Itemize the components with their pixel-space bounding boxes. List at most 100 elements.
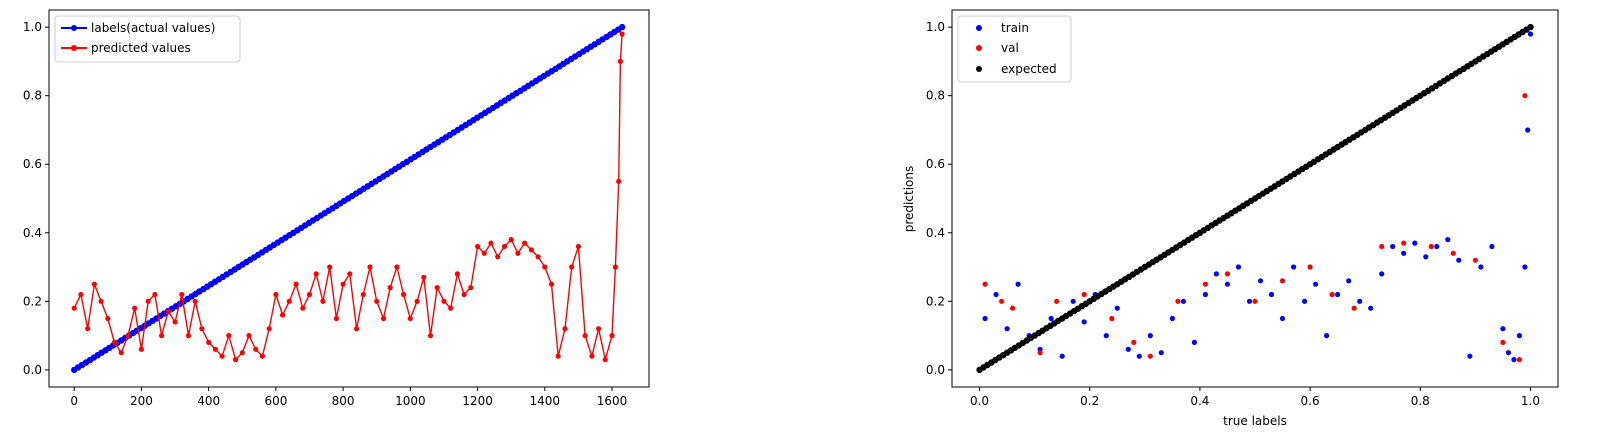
data-point (1516, 357, 1522, 363)
x-tick-label: 400 (197, 394, 220, 408)
y-tick-label: 0.6 (926, 157, 945, 171)
legend-box (957, 15, 1072, 83)
data-point (1081, 291, 1087, 298)
data-point (1257, 278, 1264, 284)
data-point (1428, 243, 1434, 250)
data-point (993, 291, 999, 298)
x-tick-label: 0.0 (970, 394, 989, 408)
data-point (306, 291, 313, 298)
data-point (91, 281, 97, 287)
data-point (367, 264, 373, 270)
data-point (488, 240, 494, 246)
data-point (1302, 298, 1308, 304)
data-point (454, 271, 460, 277)
data-point (185, 333, 192, 339)
data-point (1401, 240, 1407, 246)
data-point (1010, 305, 1016, 311)
data-point (145, 298, 151, 304)
data-point (246, 333, 252, 339)
data-point (354, 326, 360, 332)
chart-right-legend: train val expected (957, 15, 1072, 83)
data-point (1335, 291, 1341, 298)
data-point (340, 281, 346, 287)
data-point (461, 291, 467, 298)
y-tick-label: 0.4 (926, 226, 945, 240)
data-point (1191, 339, 1197, 345)
data-point (1158, 350, 1164, 356)
y-tick-label: 0.2 (23, 294, 42, 308)
x-tick-label: 0 (70, 394, 78, 408)
data-point (1180, 298, 1186, 304)
data-point (1379, 243, 1385, 250)
legend-marker-predicted (71, 45, 77, 51)
chart-left-y-ticks: 0.0 0.2 0.4 0.6 0.8 1.0 (23, 20, 49, 377)
data-point (508, 237, 514, 243)
data-point (616, 178, 622, 184)
data-point (1423, 254, 1429, 260)
data-point (555, 353, 561, 359)
data-point (528, 247, 535, 253)
data-point (475, 243, 481, 250)
data-point (515, 250, 521, 256)
data-point (414, 298, 420, 304)
data-point (206, 339, 212, 345)
y-tick-label: 1.0 (926, 20, 945, 34)
data-point (239, 350, 245, 356)
data-point (1401, 250, 1407, 256)
data-point (380, 315, 387, 322)
data-point (982, 281, 988, 287)
data-point (1070, 298, 1076, 304)
x-tick-label: 0.6 (1301, 394, 1320, 408)
data-point (1081, 319, 1087, 325)
data-point (1472, 257, 1478, 263)
data-point (192, 298, 198, 304)
data-point (347, 271, 353, 277)
chart-left: 0 200 400 600 800 1000 1200 1400 1600 0.00.20.40… (23, 9, 650, 408)
data-point (548, 281, 555, 287)
data-point (300, 305, 306, 311)
data-point (394, 264, 400, 270)
data-point (159, 333, 165, 339)
x-tick-label: 1.0 (1521, 394, 1540, 408)
data-point (501, 243, 508, 250)
data-point (286, 298, 292, 304)
data-point (138, 346, 144, 352)
y-tick-label: 0.0 (926, 363, 945, 377)
data-point (448, 305, 454, 311)
data-point (1522, 264, 1528, 270)
chart-right-frame (951, 9, 1559, 388)
data-point (1412, 240, 1418, 246)
x-tick-label: 1000 (395, 394, 426, 408)
data-point (1015, 281, 1021, 287)
chart-right: 0.0 0.2 0.4 0.6 0.8 1.0 0.0 0.2 0.4 0.6 0.8 1.0 tr… (902, 9, 1559, 428)
legend-marker-labels (71, 25, 77, 31)
data-point (481, 250, 487, 256)
data-point (1291, 264, 1297, 270)
data-point (1368, 305, 1374, 311)
data-point (1346, 278, 1352, 284)
data-point (1004, 326, 1010, 332)
data-point (1136, 353, 1142, 359)
x-tick-label: 0.8 (1411, 394, 1430, 408)
series-labels-actual-values- (71, 23, 626, 374)
x-tick-label: 600 (264, 394, 287, 408)
data-point (582, 333, 588, 339)
data-point (1324, 333, 1330, 339)
chart-left-plot-area (71, 23, 626, 374)
y-tick-label: 0.2 (926, 294, 945, 308)
y-tick-label: 0.8 (926, 89, 945, 103)
data-point (313, 271, 319, 277)
data-point (535, 254, 541, 260)
data-point (233, 357, 239, 363)
data-point (111, 339, 118, 345)
data-point (387, 285, 393, 291)
y-tick-label: 0.6 (23, 157, 42, 171)
data-point (999, 298, 1005, 304)
data-point (266, 326, 272, 332)
data-point (401, 291, 407, 298)
x-tick-label: 1600 (597, 394, 628, 408)
data-point (618, 23, 626, 31)
legend-marker-val (976, 45, 982, 51)
data-point (1527, 23, 1534, 31)
